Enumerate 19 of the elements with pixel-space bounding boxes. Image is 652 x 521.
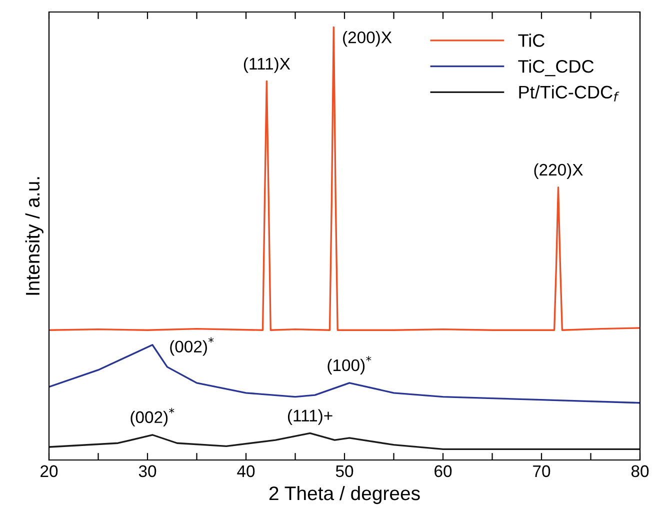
x-tick-label: 30 — [138, 465, 156, 478]
annotation: (111)X — [244, 57, 290, 73]
x-tick-label: 60 — [434, 465, 452, 478]
legend-label: TiC — [518, 34, 544, 47]
x-tick-label: 40 — [237, 465, 255, 478]
x-tick-label: 20 — [40, 465, 58, 478]
x-tick-label: 50 — [336, 465, 354, 478]
y-axis-title: Intensity / a.u. — [25, 177, 44, 295]
annotation: (220)X — [534, 163, 583, 179]
annotation: (002)$^{*}$ — [130, 408, 174, 426]
x-axis-title: 2 Theta / degrees — [269, 486, 420, 504]
legend-label: TiC_CDC — [518, 60, 594, 76]
annotation: (002)$^{*}$ — [170, 337, 214, 356]
annotation: (200)X — [343, 31, 392, 47]
annotation: (100)$^{*}$ — [328, 356, 372, 374]
legend-label: Pt/TiC-CDC$_{f}$ — [519, 85, 620, 102]
x-tick-label: 70 — [533, 465, 550, 478]
annotation: (111)+ — [288, 409, 332, 425]
x-tick-label: 80 — [631, 465, 649, 478]
